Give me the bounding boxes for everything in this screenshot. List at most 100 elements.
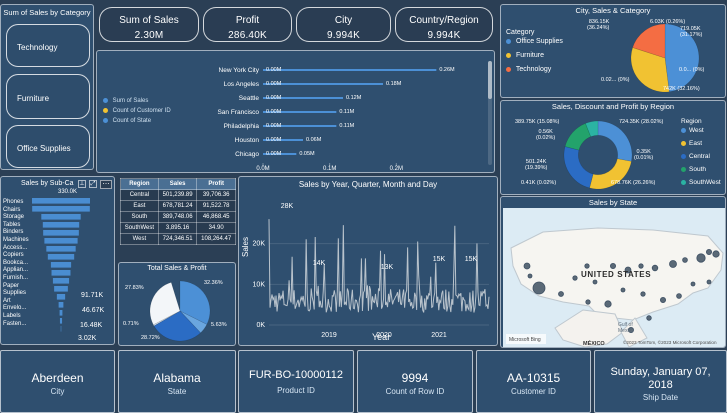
us-map[interactable]: UNITED STATES Gulf of Mexico MÉXICO Micr…	[503, 208, 725, 347]
table-cell: 501,239.89	[157, 189, 198, 201]
city-sales-category-legend: Category Office Supplies Furniture Techn…	[506, 29, 563, 73]
subcategory-label: Art	[3, 297, 11, 304]
timeseries-line	[268, 219, 490, 313]
bar-sum-of-sales	[263, 83, 383, 85]
card-label: Ship Date	[642, 393, 679, 402]
card-value: Alabama	[153, 371, 201, 385]
donut-label: 0.41K (0.02%)	[521, 180, 557, 186]
total-pie-title: Total Sales & Profit	[147, 265, 207, 272]
state-bubbles	[523, 249, 720, 334]
legend-title: Category	[506, 29, 535, 36]
legend-dot-icon	[681, 179, 686, 185]
pie-slice	[179, 310, 208, 334]
city-category-label: Philadelphia	[224, 123, 260, 130]
map-title: Sales by State	[588, 198, 638, 207]
kpi-value: 9.994K	[327, 30, 360, 41]
subcategory-funnel-panel: Sales by Sub-Ca ⊥ ⤢ ⋯ 330.0K Phones Chai…	[0, 176, 115, 345]
subcategory-value-label: 46.67K	[82, 307, 105, 314]
card-value: FUR-BO-10000112	[249, 369, 343, 381]
focus-mode-icon[interactable]: ⤢	[89, 180, 97, 188]
funnel-bar	[47, 254, 75, 260]
subcategory-label: Supplies	[3, 290, 27, 297]
bar-sum-of-sales	[263, 111, 337, 113]
pie-slice	[630, 47, 670, 93]
table-cell: 46,868.45	[196, 211, 236, 223]
florida	[620, 317, 648, 347]
kpi-value: 286.40K	[228, 30, 267, 41]
table-header-row: Region Sales Profit	[120, 178, 236, 190]
pie-slices	[630, 23, 700, 93]
map-bubble	[558, 291, 564, 297]
card-value: Aberdeen	[31, 371, 84, 385]
filter-icon[interactable]: ⊥	[78, 180, 86, 188]
kpi-value: 9.994K	[427, 30, 461, 41]
funnel-bar	[42, 222, 80, 228]
timeseries-chart: 0K 10K 20K 2019 2020 2021 28K 14K 13K 15K 15K	[253, 203, 490, 339]
donut-label: 0.56K (0.02%)	[536, 129, 556, 141]
y-tick-label: 10K	[253, 281, 266, 288]
x-tick-label: 2021	[431, 332, 447, 339]
map-bubble	[669, 260, 677, 268]
timeseries-title: Sales by Year, Quarter, Month and Day	[298, 180, 438, 189]
region-donut-panel: Sales, Discount and Profit by Region 389…	[500, 100, 726, 195]
donut-label: 501.24K (19.39%)	[525, 159, 548, 171]
donut-slices	[563, 120, 633, 190]
vertical-scrollbar[interactable]	[488, 61, 492, 165]
city-category-label: San Francisco	[217, 109, 259, 116]
kpi-title: City	[334, 15, 353, 26]
x-tick-label: 2020	[376, 332, 392, 339]
map-bubble	[676, 293, 682, 299]
map-bubble	[592, 279, 598, 285]
funnel-bar	[59, 318, 63, 324]
table-cell: 3,895.16	[157, 222, 198, 234]
bar-value-label: 0.00M	[266, 151, 282, 157]
legend-label: West	[689, 127, 704, 134]
map-attribution: ©2023 TomTom, ©2023 Microsoft Corporatio…	[623, 339, 717, 345]
legend-item-count-state: Count of State	[103, 118, 188, 124]
table-cell: 39,706.36	[196, 189, 236, 201]
legend-dot-icon	[681, 127, 686, 133]
bar-value-label: 0.12M	[346, 95, 362, 101]
table-cell: East	[120, 200, 159, 212]
subcategory-label: Binders	[3, 229, 24, 236]
kpi-profit: Profit 286.40K	[203, 7, 292, 42]
pie-slice	[664, 23, 700, 93]
subcategory-label: Bookca...	[3, 259, 29, 266]
legend-label: South	[689, 166, 706, 173]
map-bubble	[584, 263, 590, 269]
map-country-label: UNITED STATES	[581, 270, 651, 279]
pie-label: 32.36%	[204, 280, 223, 286]
map-bubble	[640, 291, 646, 297]
pie-label: 0.0... (0%)	[679, 67, 705, 73]
timeseries-annotation: 28K	[281, 203, 294, 210]
us-landmass	[510, 227, 724, 327]
pie-label: 0.02... (0%)	[601, 77, 630, 83]
category-slicer-title: Sum of Sales by Category	[3, 8, 91, 17]
city-sales-category-panel: City, Sales & Category Category Office S…	[500, 4, 726, 98]
legend-dot-icon	[681, 166, 686, 172]
scrollbar-thumb[interactable]	[488, 61, 492, 99]
timeseries-panel: Sales by Year, Quarter, Month and Day Sa…	[238, 176, 498, 346]
bar-value-label: 0.26M	[439, 67, 455, 73]
bar-sum-of-sales	[263, 153, 297, 155]
subcategory-label: Storage	[3, 214, 25, 221]
donut-label: 389.75K (15.08%)	[515, 119, 560, 125]
region-table: Region Sales Profit Central 501,239.89 3…	[120, 178, 236, 245]
subcategory-label: Copiers	[3, 252, 24, 259]
map-gulf-label: Gulf of Mexico	[618, 322, 634, 334]
bar-sum-of-sales	[263, 139, 303, 141]
map-bubble	[624, 266, 632, 274]
slicer-item-office-supplies[interactable]: Office Supplies	[6, 125, 90, 168]
x-tick-label: 0.2M	[390, 166, 403, 171]
more-options-icon[interactable]: ⋯	[100, 180, 112, 189]
kpi-country-region: Country/Region 9.994K	[395, 7, 493, 42]
slicer-item-furniture[interactable]: Furniture	[6, 74, 90, 119]
subcategory-label: Furnish...	[3, 274, 29, 281]
city-sales-category-pie	[630, 23, 700, 93]
bar-value-label: 0.18M	[386, 81, 402, 87]
map-bubble	[705, 249, 712, 256]
timeseries-annotation: 14K	[313, 260, 326, 267]
map-bubble	[646, 315, 652, 321]
slicer-item-technology[interactable]: Technology	[6, 24, 90, 67]
kpi-value: 2.30M	[134, 30, 164, 41]
